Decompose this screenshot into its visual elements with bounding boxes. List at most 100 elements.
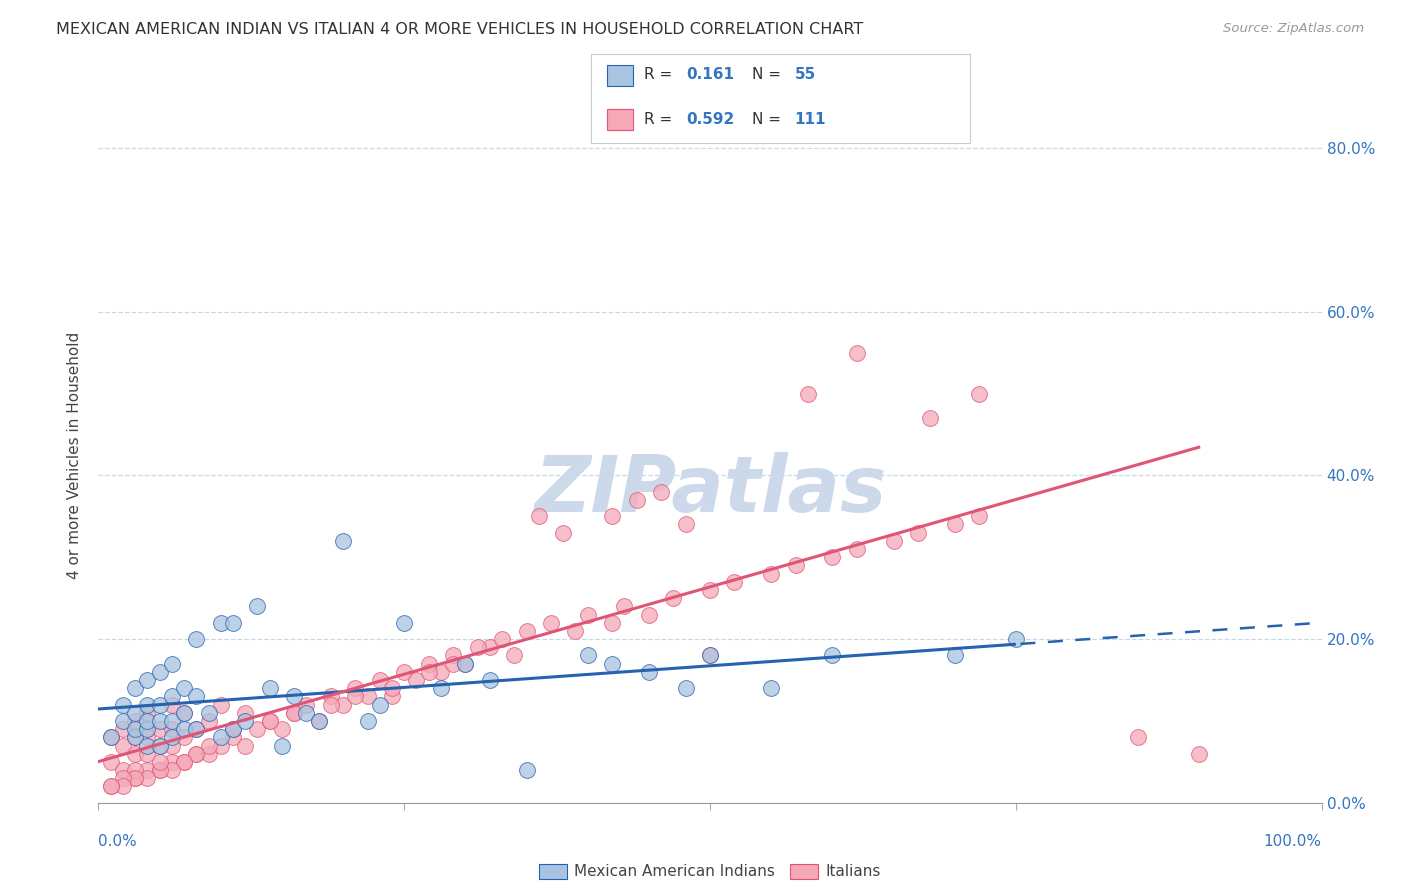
Point: [222, 722, 245, 736]
Point: [454, 657, 477, 671]
Point: [920, 411, 942, 425]
Point: [821, 550, 844, 565]
Text: R =: R =: [644, 68, 678, 82]
Point: [332, 698, 354, 712]
Point: [283, 706, 305, 720]
Point: [723, 574, 745, 589]
Point: [295, 706, 318, 720]
Point: [344, 690, 367, 704]
Point: [124, 771, 146, 785]
Point: [392, 665, 416, 679]
Point: [197, 706, 219, 720]
Point: [173, 755, 195, 769]
Point: [136, 771, 159, 785]
Point: [650, 484, 672, 499]
Point: [149, 755, 172, 769]
Point: [186, 722, 208, 736]
Text: 111: 111: [794, 112, 825, 127]
Point: [368, 673, 391, 687]
Point: [430, 665, 453, 679]
Point: [149, 698, 172, 712]
Point: [186, 690, 208, 704]
Point: [356, 690, 378, 704]
Point: [613, 599, 636, 614]
Point: [186, 632, 208, 646]
Point: [576, 648, 599, 663]
Point: [124, 763, 146, 777]
Point: [124, 731, 146, 745]
Text: 55: 55: [794, 68, 815, 82]
Point: [186, 747, 208, 761]
Point: [136, 739, 159, 753]
Point: [111, 739, 134, 753]
Point: [467, 640, 489, 655]
Text: R =: R =: [644, 112, 678, 127]
Legend: Mexican American Indians, Italians: Mexican American Indians, Italians: [533, 857, 887, 886]
Point: [149, 714, 172, 728]
Point: [160, 714, 183, 728]
Point: [845, 345, 868, 359]
Point: [173, 706, 195, 720]
Text: N =: N =: [752, 68, 786, 82]
Point: [136, 747, 159, 761]
Point: [381, 681, 404, 696]
Point: [160, 739, 183, 753]
Point: [136, 722, 159, 736]
Point: [222, 615, 245, 630]
Point: [454, 657, 477, 671]
Point: [319, 698, 342, 712]
Point: [233, 706, 256, 720]
Point: [124, 714, 146, 728]
Point: [246, 599, 269, 614]
Point: [197, 739, 219, 753]
Point: [564, 624, 586, 638]
Text: ZIPatlas: ZIPatlas: [534, 451, 886, 528]
Point: [600, 657, 623, 671]
Point: [197, 747, 219, 761]
Y-axis label: 4 or more Vehicles in Household: 4 or more Vehicles in Household: [67, 331, 83, 579]
Point: [1128, 731, 1150, 745]
Text: 100.0%: 100.0%: [1264, 834, 1322, 849]
Point: [100, 755, 122, 769]
Point: [124, 722, 146, 736]
Point: [283, 706, 305, 720]
Point: [160, 722, 183, 736]
Point: [124, 681, 146, 696]
Point: [405, 673, 427, 687]
Point: [160, 731, 183, 745]
Point: [907, 525, 929, 540]
Point: [111, 698, 134, 712]
Point: [111, 771, 134, 785]
Point: [100, 731, 122, 745]
Point: [699, 648, 721, 663]
Point: [356, 714, 378, 728]
Point: [761, 566, 783, 581]
Point: [295, 698, 318, 712]
Point: [100, 780, 122, 794]
Point: [111, 780, 134, 794]
Point: [515, 763, 537, 777]
Point: [111, 763, 134, 777]
Point: [222, 731, 245, 745]
Point: [233, 714, 256, 728]
Point: [943, 648, 966, 663]
Point: [270, 722, 294, 736]
Point: [186, 722, 208, 736]
Point: [149, 763, 172, 777]
Point: [124, 771, 146, 785]
Point: [332, 533, 354, 548]
Point: [553, 525, 575, 540]
Point: [761, 681, 783, 696]
Point: [149, 665, 172, 679]
Point: [259, 714, 281, 728]
Point: [638, 607, 661, 622]
Point: [160, 698, 183, 712]
Point: [136, 673, 159, 687]
Point: [186, 747, 208, 761]
Point: [173, 755, 195, 769]
Point: [173, 731, 195, 745]
Point: [441, 657, 464, 671]
Point: [967, 386, 990, 401]
Point: [136, 706, 159, 720]
Point: [418, 665, 440, 679]
